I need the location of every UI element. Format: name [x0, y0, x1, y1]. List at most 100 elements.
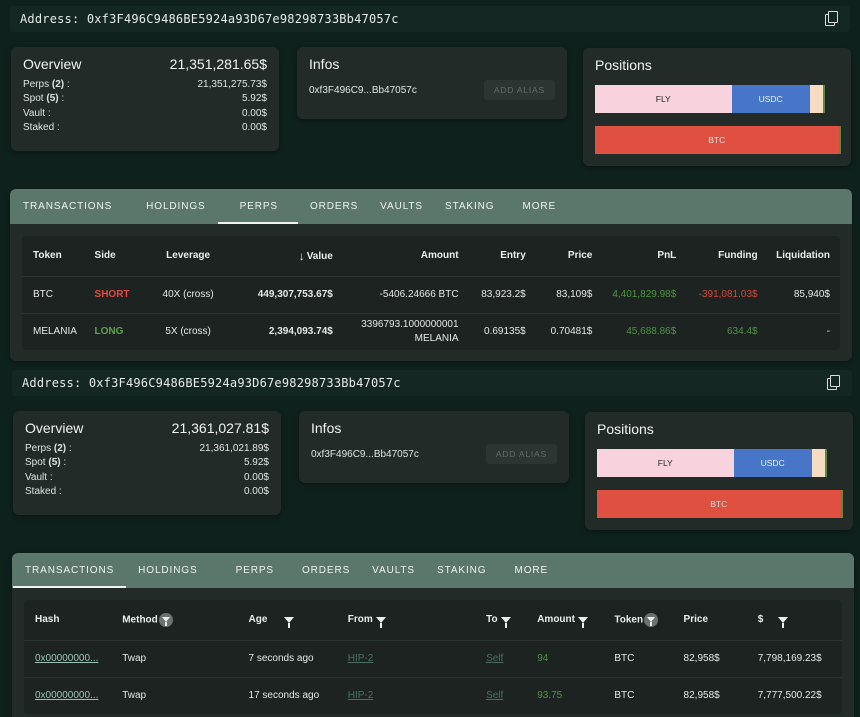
add-alias-button[interactable]: ADD ALIAS — [483, 80, 555, 100]
cell-pnl: 45,688.86$ — [598, 312, 683, 350]
header-liquidation[interactable]: Liquidation — [776, 250, 830, 262]
header-pnl[interactable]: PnL — [657, 250, 677, 262]
positions-card: Positions FLY USDC BTC — [583, 48, 851, 166]
positions-title: Positions — [597, 421, 654, 437]
header-price[interactable]: Price — [683, 614, 709, 626]
copy-icon[interactable] — [824, 11, 840, 27]
filter-icon[interactable] — [500, 616, 511, 628]
header-side[interactable]: Side — [94, 250, 116, 262]
cell-liquidation: 85,940$ — [763, 275, 840, 313]
filter-icon[interactable] — [778, 616, 789, 628]
position-segment-other[interactable] — [811, 449, 826, 477]
header-age[interactable]: Age — [243, 600, 342, 640]
table-row[interactable]: 0x00000000... Twap 17 seconds ago HIP-2 … — [24, 676, 842, 714]
overview-row-vault: Vault :0.00$ — [25, 471, 269, 483]
cell-method: Twap — [116, 676, 243, 714]
position-segment-btc[interactable]: BTC — [595, 126, 839, 154]
to-link[interactable]: Self — [486, 653, 504, 664]
cell-token: BTC — [608, 676, 678, 714]
address-label: Address: 0xf3F496C9486BE5924a93D67e98298… — [22, 376, 401, 390]
tab-bar: TRANSACTIONS HOLDINGS PERPS ORDERS VAULT… — [10, 189, 852, 224]
tab-more[interactable]: MORE — [514, 565, 549, 576]
header-token[interactable]: Token — [33, 250, 62, 262]
header-from[interactable]: From — [342, 600, 480, 640]
position-segment-other[interactable] — [809, 85, 824, 113]
header-leverage[interactable]: Leverage — [166, 250, 211, 262]
tab-holdings[interactable]: HOLDINGS — [138, 565, 198, 576]
to-link[interactable]: Self — [486, 690, 504, 702]
copy-icon[interactable] — [826, 375, 842, 391]
from-link[interactable]: HIP-2 — [347, 653, 374, 664]
header-price[interactable]: Price — [567, 250, 593, 262]
overview-row-perps: Perps (2) :21,361,021.89$ — [25, 443, 269, 454]
cell-amount: 94 — [531, 639, 609, 677]
header-funding[interactable]: Funding — [718, 250, 758, 262]
filter-icon[interactable] — [158, 612, 173, 627]
header-value[interactable]: ↓ Value — [298, 248, 333, 263]
cell-funding: 634.4$ — [682, 312, 764, 350]
add-alias-button[interactable]: ADD ALIAS — [485, 444, 557, 464]
header-amount[interactable]: Amount — [531, 600, 608, 640]
cell-hash: 0x00000000... — [24, 676, 117, 714]
header-usd[interactable]: $ — [752, 600, 842, 640]
header-hash[interactable]: Hash — [35, 614, 60, 626]
position-bar-end — [838, 126, 841, 154]
position-segment-btc[interactable]: BTC — [597, 490, 841, 518]
position-bar-end — [840, 490, 843, 518]
tab-transactions[interactable]: TRANSACTIONS — [13, 553, 127, 588]
filter-icon[interactable] — [577, 616, 588, 628]
tab-vaults[interactable]: VAULTS — [372, 565, 415, 576]
from-link[interactable]: HIP-2 — [347, 690, 374, 702]
tab-perps[interactable]: PERPS — [217, 189, 299, 224]
hash-link[interactable]: 0x00000000... — [35, 690, 99, 702]
cell-to: Self — [480, 676, 532, 714]
overview-total: 21,351,281.65$ — [169, 56, 267, 72]
header-entry[interactable]: Entry — [500, 250, 526, 262]
header-method[interactable]: Method — [116, 600, 242, 640]
filter-icon[interactable] — [284, 616, 295, 628]
positions-bar-spot: FLY USDC — [595, 85, 841, 113]
short-address: 0xf3F496C9...Bb47057c — [311, 448, 419, 460]
tab-perps[interactable]: PERPS — [235, 565, 274, 576]
cell-usd: 7,798,169.23$ — [751, 639, 842, 677]
address-bar: Address: 0xf3F496C9486BE5924a93D67e98298… — [10, 6, 850, 32]
tab-staking[interactable]: STAKING — [437, 565, 487, 576]
header-token[interactable]: Token — [608, 600, 677, 640]
perps-table-wrap: Token Side Leverage ↓ Value Amount Entry … — [22, 236, 840, 350]
overview-row-perps: Perps (2) :21,351,275.73$ — [23, 79, 267, 90]
table-row[interactable]: MELANIA LONG 5X (cross) 2,394,093.74$ 33… — [22, 312, 840, 350]
tab-holdings[interactable]: HOLDINGS — [146, 201, 206, 212]
hash-link[interactable]: 0x00000000... — [35, 653, 99, 664]
cell-age: 7 seconds ago — [242, 639, 342, 677]
position-segment-usdc[interactable]: USDC — [731, 85, 810, 113]
position-segment-fly[interactable]: FLY — [597, 449, 734, 477]
position-segment-fly[interactable]: FLY — [595, 85, 732, 113]
perps-table: Token Side Leverage ↓ Value Amount Entry … — [22, 236, 840, 350]
tab-transactions[interactable]: TRANSACTIONS — [23, 201, 113, 212]
filter-icon[interactable] — [644, 612, 659, 627]
tx-header-row: Hash Method Age From To Amount Token Pri… — [24, 600, 842, 640]
tab-orders[interactable]: ORDERS — [309, 201, 359, 212]
positions-title: Positions — [595, 57, 652, 73]
table-row[interactable]: 0x00000000... Twap 7 seconds ago HIP-2 S… — [24, 639, 842, 677]
positions-card: Positions FLY USDC BTC — [585, 412, 853, 530]
cell-funding: -391,081.03$ — [682, 275, 764, 313]
tab-staking[interactable]: STAKING — [445, 201, 495, 212]
transactions-panel: TRANSACTIONS HOLDINGS PERPS ORDERS VAULT… — [12, 553, 854, 717]
tab-orders[interactable]: ORDERS — [301, 565, 351, 576]
tab-more[interactable]: MORE — [522, 201, 557, 212]
overview-row-vault: Vault :0.00$ — [23, 107, 267, 119]
overview-total: 21,361,027.81$ — [171, 420, 269, 436]
tx-table-wrap: Hash Method Age From To Amount Token Pri… — [24, 600, 842, 714]
position-segment-usdc[interactable]: USDC — [733, 449, 812, 477]
cell-usd: 7,777,500.22$ — [751, 676, 842, 714]
tab-vaults[interactable]: VAULTS — [380, 201, 423, 212]
table-row[interactable]: BTC SHORT 40X (cross) 449,307,753.67$ -5… — [22, 275, 840, 313]
positions-bar-spot: FLY USDC — [597, 449, 843, 477]
transactions-table: Hash Method Age From To Amount Token Pri… — [24, 600, 842, 714]
cell-side: SHORT — [88, 275, 143, 313]
header-amount[interactable]: Amount — [420, 250, 459, 262]
cell-token: MELANIA — [22, 312, 89, 350]
header-to[interactable]: To — [480, 600, 531, 640]
filter-icon[interactable] — [375, 616, 386, 628]
